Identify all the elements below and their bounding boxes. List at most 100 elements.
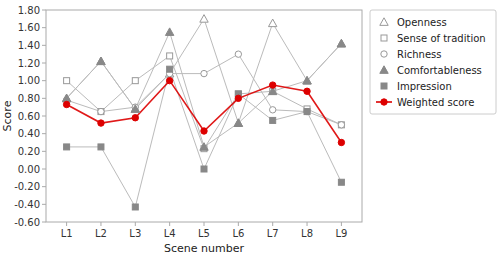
x-tick bbox=[307, 222, 308, 226]
point bbox=[167, 66, 173, 72]
point bbox=[98, 108, 104, 114]
point bbox=[165, 28, 173, 36]
point bbox=[201, 70, 207, 76]
point bbox=[98, 109, 104, 115]
point bbox=[97, 57, 105, 65]
y-tick bbox=[42, 116, 46, 117]
legend-label: Impression bbox=[397, 81, 452, 92]
x-tick-label: L9 bbox=[335, 228, 347, 239]
point bbox=[131, 105, 139, 113]
y-tick bbox=[42, 98, 46, 99]
legend-marker bbox=[381, 99, 387, 105]
series-line bbox=[67, 81, 342, 143]
point bbox=[64, 144, 70, 150]
x-tick-label: L4 bbox=[164, 228, 176, 239]
point bbox=[234, 119, 242, 127]
x-tick-label: L5 bbox=[198, 228, 210, 239]
point bbox=[303, 76, 311, 84]
legend-marker bbox=[380, 66, 388, 74]
x-tick-label: L6 bbox=[232, 228, 244, 239]
point bbox=[234, 119, 242, 127]
legend-box bbox=[370, 10, 496, 114]
point bbox=[63, 101, 69, 107]
point bbox=[166, 77, 172, 83]
y-tick bbox=[42, 133, 46, 134]
y-tick-label: 0.80 bbox=[18, 93, 40, 104]
y-tick bbox=[42, 169, 46, 170]
point bbox=[304, 88, 310, 94]
legend-marker bbox=[381, 83, 387, 89]
y-tick-label: -0.60 bbox=[14, 217, 40, 228]
y-tick-label: 0.20 bbox=[18, 146, 40, 157]
legend-marker bbox=[381, 51, 387, 57]
y-axis-label: Score bbox=[1, 100, 14, 131]
legend-label: Weighted score bbox=[397, 97, 474, 108]
point bbox=[132, 204, 138, 210]
legend-label: Comfortableness bbox=[397, 65, 482, 76]
point bbox=[62, 94, 70, 102]
x-tick bbox=[66, 222, 67, 226]
x-tick-label: L2 bbox=[95, 228, 107, 239]
y-tick bbox=[42, 186, 46, 187]
point bbox=[200, 143, 208, 151]
point bbox=[97, 57, 105, 65]
x-tick bbox=[238, 222, 239, 226]
y-tick-label: 0.60 bbox=[18, 111, 40, 122]
point bbox=[269, 82, 275, 88]
y-tick bbox=[42, 222, 46, 223]
point bbox=[132, 115, 138, 121]
point bbox=[304, 108, 310, 114]
point bbox=[200, 15, 208, 23]
point bbox=[167, 53, 173, 59]
y-tick-label: 1.00 bbox=[18, 75, 40, 86]
series-line bbox=[67, 56, 342, 149]
point bbox=[64, 78, 70, 84]
legend-marker bbox=[381, 35, 387, 41]
point bbox=[269, 107, 275, 113]
plot-frame bbox=[46, 10, 362, 222]
y-tick-label: -0.20 bbox=[14, 181, 40, 192]
y-tick-label: 0.40 bbox=[18, 128, 40, 139]
x-tick bbox=[341, 222, 342, 226]
point bbox=[235, 95, 241, 101]
x-tick bbox=[272, 222, 273, 226]
point bbox=[98, 144, 104, 150]
y-tick bbox=[42, 10, 46, 11]
point bbox=[235, 51, 241, 57]
y-tick-label: 1.20 bbox=[18, 58, 40, 69]
legend-label: Openness bbox=[397, 17, 447, 28]
x-tick-label: L8 bbox=[301, 228, 313, 239]
point bbox=[337, 39, 345, 47]
y-tick bbox=[42, 80, 46, 81]
y-tick-label: 0.00 bbox=[18, 164, 40, 175]
point bbox=[98, 120, 104, 126]
point bbox=[303, 76, 311, 84]
y-tick bbox=[42, 204, 46, 205]
x-axis-label: Scene number bbox=[164, 242, 244, 255]
y-tick-label: 1.60 bbox=[18, 22, 40, 33]
y-tick-label: -0.40 bbox=[14, 199, 40, 210]
point bbox=[131, 105, 139, 113]
point bbox=[338, 179, 344, 185]
point bbox=[304, 109, 310, 115]
x-tick bbox=[204, 222, 205, 226]
point bbox=[132, 78, 138, 84]
point bbox=[337, 39, 345, 47]
legend-label: Sense of tradition bbox=[397, 33, 486, 44]
legend-marker bbox=[380, 18, 388, 26]
point bbox=[268, 19, 276, 27]
y-tick-label: 1.80 bbox=[18, 5, 40, 16]
x-tick bbox=[135, 222, 136, 226]
point bbox=[201, 128, 207, 134]
x-tick-label: L1 bbox=[61, 228, 73, 239]
x-tick-label: L7 bbox=[267, 228, 279, 239]
legend-label: Richness bbox=[397, 49, 441, 60]
point bbox=[201, 166, 207, 172]
y-tick bbox=[42, 151, 46, 152]
point bbox=[338, 122, 344, 128]
x-tick bbox=[100, 222, 101, 226]
plot-area bbox=[62, 15, 345, 210]
x-tick-label: L3 bbox=[129, 228, 141, 239]
point bbox=[338, 139, 344, 145]
series-line bbox=[67, 32, 342, 147]
